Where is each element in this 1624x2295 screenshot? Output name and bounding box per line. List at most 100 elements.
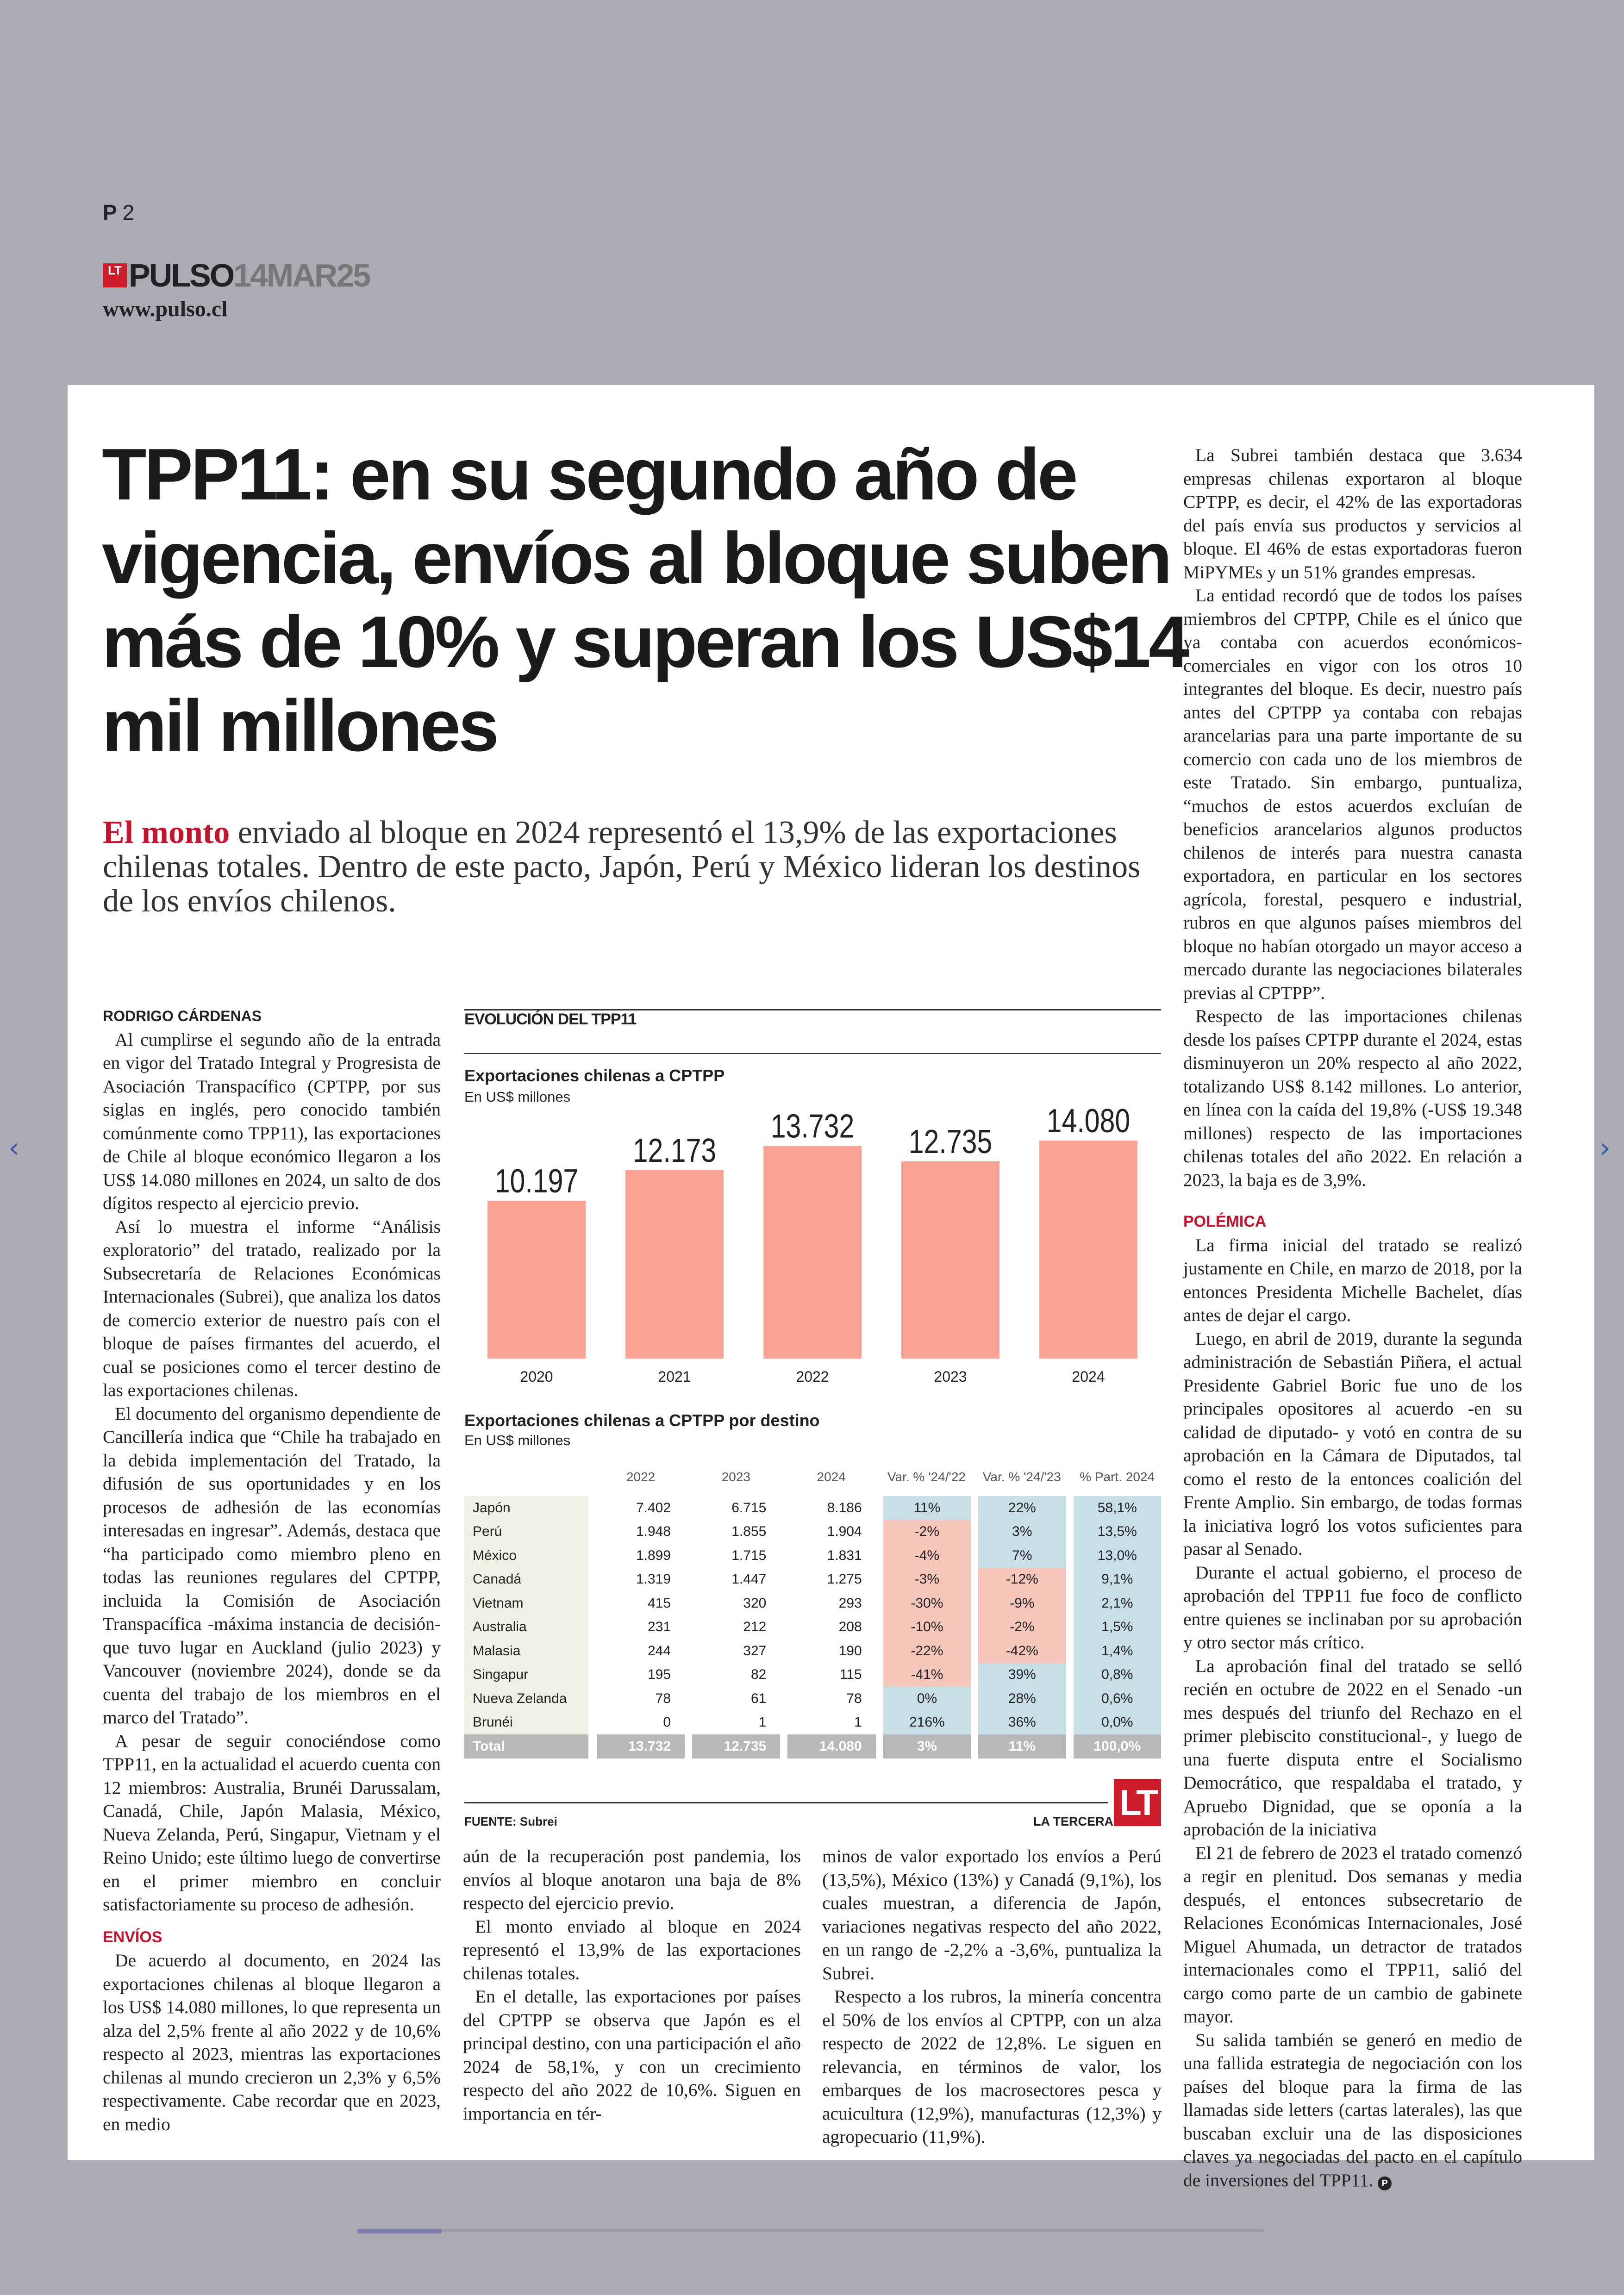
table-cell: 190 [838, 1643, 862, 1659]
paragraph: Durante el actual gobierno, el proceso d… [1183, 1562, 1522, 1653]
table-cell: 3% [978, 1520, 1066, 1544]
table-unit: En US$ millones [464, 1432, 571, 1448]
column-left: RODRIGO CÁRDENAS Al cumplirse el segundo… [103, 1004, 441, 2136]
table-cell: 212 [743, 1619, 767, 1635]
data-label: 10.197 [495, 1162, 579, 1199]
table-cell: -12% [978, 1567, 1066, 1591]
paragraph: En el detalle, las exportaciones por paí… [463, 1986, 801, 2124]
table-cell: 8.186 [827, 1500, 862, 1515]
table-cell: 1,4% [1073, 1639, 1161, 1663]
table-row: Malasia 244 327 190 -22% -42% 1,4% [464, 1639, 1161, 1663]
table-row: Perú 1.948 1.855 1.904 -2% 3% 13,5% [464, 1520, 1161, 1544]
col-header: Var. % '24/'22 [887, 1470, 966, 1484]
table-cell: 78 [655, 1690, 671, 1706]
paragraph: El 21 de febrero de 2023 el tratado come… [1183, 1842, 1522, 2027]
table-cell: 208 [838, 1619, 862, 1635]
table-cell: 415 [647, 1595, 671, 1611]
paragraph: A pesar de seguir conociéndose como TPP1… [103, 1730, 441, 1915]
table-cell: -2% [883, 1520, 971, 1544]
table-cell: 1.275 [827, 1572, 862, 1587]
paragraph: De acuerdo al documento, en 2024 las exp… [103, 1950, 441, 2134]
table-cell: -22% [883, 1639, 971, 1663]
country-cell: Japón [464, 1496, 588, 1520]
table-cell: 1.948 [636, 1524, 671, 1540]
paragraph: Respecto a los rubros, la minería concen… [822, 1986, 1162, 2147]
table-cell: 1 [758, 1715, 767, 1730]
table-cell: 22% [978, 1496, 1066, 1520]
table-cell: 78 [846, 1690, 862, 1706]
tick-label: 2021 [658, 1368, 691, 1385]
col-header: Var. % '24/'23 [982, 1470, 1061, 1484]
table-cell: 13,5% [1073, 1520, 1161, 1544]
chevron-left-icon[interactable]: ‹ [8, 1132, 19, 1164]
tick-label: 2022 [796, 1368, 829, 1385]
paragraph: aún de la recuperación post pandemia, lo… [463, 1846, 801, 1913]
tick-label: 2024 [1072, 1368, 1105, 1385]
paragraph: Luego, en abril de 2019, durante la segu… [1183, 1328, 1522, 1559]
divider [464, 1009, 1161, 1010]
table-cell: -42% [978, 1639, 1066, 1663]
table-cell: 231 [647, 1619, 671, 1635]
lead-paragraph: El monto enviado al bloque en 2024 repre… [103, 815, 1141, 919]
tick-label: 2023 [934, 1368, 967, 1385]
paragraph: La entidad recordó que de todos los país… [1183, 585, 1522, 1003]
table-cell: -10% [883, 1615, 971, 1639]
table-cell: 1.899 [636, 1547, 671, 1563]
destinations-table: 2022 2023 2024 Var. % '24/'22 Var. % '24… [464, 1458, 1161, 1759]
chart-unit: En US$ millones [464, 1089, 571, 1105]
data-label: 12.173 [633, 1131, 717, 1169]
table-cell: 1,5% [1073, 1615, 1161, 1639]
bar-chart: 10.197 2020 12.173 2021 13.732 2022 12.735 2023… [487, 1106, 1137, 1385]
scrollbar-thumb[interactable] [357, 2229, 442, 2233]
scrollbar-track[interactable] [357, 2229, 1265, 2232]
bar [901, 1161, 999, 1359]
table-row: Japón 7.402 6.715 8.186 11% 22% 58,1% [464, 1496, 1161, 1520]
page-number: P 2 [103, 200, 135, 225]
tick-label: 2020 [520, 1368, 553, 1385]
table-cell: 7% [978, 1544, 1066, 1568]
masthead: LT PULSO 14MAR25 [103, 257, 371, 293]
chevron-right-icon[interactable]: › [1599, 1132, 1611, 1164]
table-cell: -2% [978, 1615, 1066, 1639]
infographic-title: EVOLUCIÓN DEL TPP11 [464, 1010, 637, 1028]
table-cell: 39% [978, 1663, 1066, 1687]
table-header: 2022 2023 2024 Var. % '24/'22 Var. % '24… [464, 1458, 1161, 1496]
table-cell: 1.904 [827, 1524, 862, 1540]
table-cell: 36% [978, 1710, 1066, 1734]
table-row: Nueva Zelanda 78 61 78 0% 28% 0,6% [464, 1687, 1161, 1711]
data-label: 13.732 [771, 1107, 855, 1145]
table-cell: 1.447 [731, 1572, 767, 1587]
subhead-polemica: POLÉMICA [1183, 1213, 1267, 1230]
col-header: % Part. 2024 [1080, 1470, 1155, 1484]
table-cell: 0,8% [1073, 1663, 1161, 1687]
col-header: 2022 [626, 1470, 656, 1484]
table-cell: -9% [978, 1591, 1066, 1615]
table-cell: 2,1% [1073, 1591, 1161, 1615]
table-cell: -3% [883, 1567, 971, 1591]
paragraph: La firma inicial del tratado se realizó … [1183, 1235, 1522, 1326]
table-cell: 293 [838, 1595, 862, 1611]
table-cell: 320 [743, 1595, 767, 1611]
site-url[interactable]: www.pulso.cl [103, 297, 228, 321]
table-cell: 61 [750, 1690, 767, 1706]
table-cell: 115 [839, 1667, 862, 1683]
paragraph: minos de valor exportado los envíos a Pe… [822, 1846, 1162, 1983]
subhead-envios: ENVÍOS [103, 1928, 162, 1946]
paragraph: El monto enviado al bloque en 2024 repre… [463, 1916, 801, 1983]
table-row: Australia 231 212 208 -10% -2% 1,5% [464, 1615, 1161, 1639]
table-cell: 1.855 [731, 1524, 767, 1540]
table-cell: 327 [743, 1643, 767, 1659]
paragraph: El documento del organismo dependiente d… [103, 1403, 441, 1728]
chart-title: Exportaciones chilenas a CPTPP [464, 1066, 725, 1085]
table-cell: -41% [883, 1663, 971, 1687]
table-cell: 0,0% [1073, 1710, 1161, 1734]
headline: TPP11: en su segundo año de vigencia, en… [102, 434, 1189, 767]
table-cell: 7.402 [636, 1500, 671, 1515]
table-cell: 11% [883, 1496, 971, 1520]
paragraph: Su salida también se generó en medio de … [1183, 2029, 1522, 2190]
masthead-date: 14MAR25 [233, 257, 371, 293]
table-cell: 1.319 [636, 1572, 671, 1587]
table-row: Canadá 1.319 1.447 1.275 -3% -12% 9,1% [464, 1567, 1161, 1591]
divider [464, 1053, 1161, 1054]
end-mark: P [1378, 2176, 1392, 2190]
